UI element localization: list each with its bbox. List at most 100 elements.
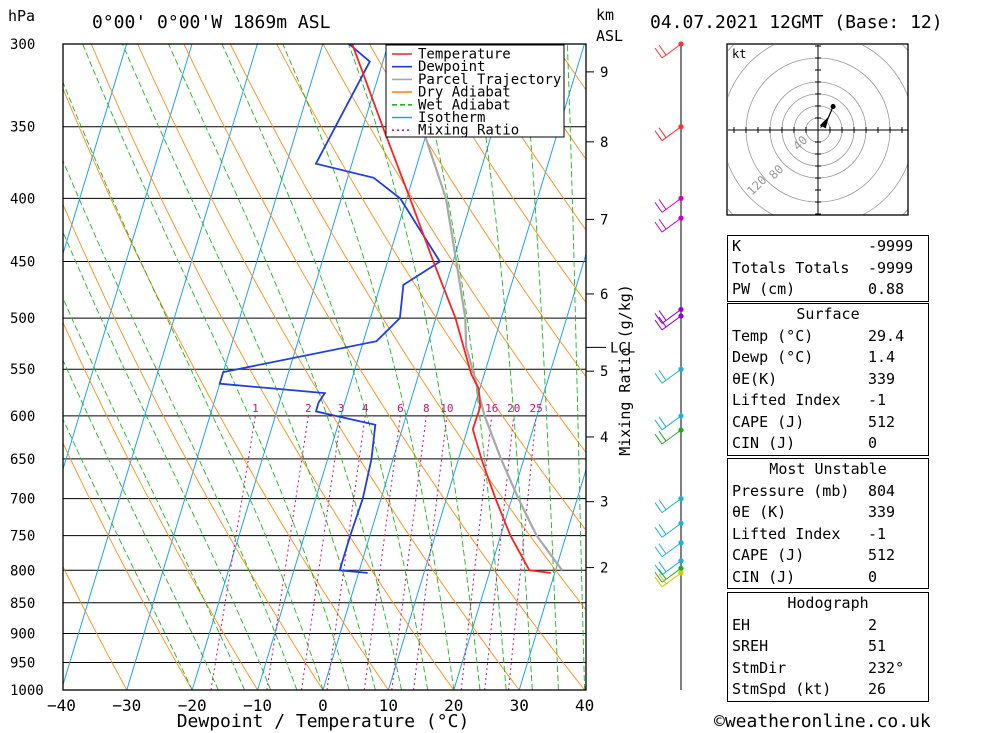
isotherm-line [126,44,324,690]
mixing-ratio-line [391,415,427,690]
isotherm-line [63,44,258,687]
dry-adiabat-line [137,44,520,690]
wind-barb-feather [658,499,667,510]
legend-label: Dewpoint [418,59,485,75]
wind-barb-feather [654,221,663,233]
pressure-tick-label: 500 [10,311,35,327]
wind-barb-feather [654,130,663,141]
legend-label: Mixing Ratio [418,123,519,139]
wet-adiabat-line [63,418,193,690]
km-tick-label: 7 [600,212,608,228]
surface-li-value: -1 [868,391,887,409]
wet-adiabat-line [63,359,219,690]
pressure-tick-label: 350 [10,120,35,136]
wind-barb-feather [654,564,663,576]
wet-adiabat-line [348,44,481,690]
wind-barb-feather [654,202,663,213]
dry-adiabat-line [63,442,193,690]
pressure-tick-label: 850 [10,596,35,612]
x-tick-label: 10 [379,696,398,715]
parcel-trajectory-line [387,44,563,571]
mixing-ratio-label: 10 [440,402,453,415]
pressure-tick-label: 1000 [10,683,44,699]
km-tick-label: 3 [600,495,608,511]
mu-cin-value: 0 [868,567,878,586]
lcl-label: LCL [610,340,635,356]
km-tick-label: 6 [600,287,608,303]
wind-barb-feather [654,576,663,588]
wind-barb-feather [654,433,663,445]
stmdir-row: StmDir 232° [728,658,928,680]
asl-unit-label: ASL [596,27,623,45]
pressure-tick-label: 650 [10,452,35,468]
surface-thetae-label: θE(K) [732,369,778,388]
wind-barb [654,197,682,213]
mu-li-row: Lifted Index -1 [728,524,928,546]
dry-adiabat-line [90,44,455,690]
wet-adiabat-line [566,44,586,690]
sreh-row: SREH 51 [728,636,928,658]
mu-thetae-value: 339 [868,503,896,521]
legend-label: Parcel Trajectory [418,72,561,88]
mixing-ratio-label: 3 [338,402,345,415]
mixing-ratio-label: 4 [362,402,369,415]
wind-barb-feather [658,568,667,580]
surface-dewp-label: Dewp (°C) [732,348,814,366]
wind-barb-feather [654,502,663,513]
mixing-ratio-line [484,415,515,690]
wind-barb-feather [658,430,667,442]
mu-pressure-value: 804 [868,481,896,500]
mu-thetae-label: θE (K) [732,503,787,521]
isotherm-line [453,252,586,690]
stmdir-label: StmDir [732,658,787,677]
mixing-ratio-label: 6 [397,402,404,415]
wind-barb-feather [658,416,667,428]
hodograph-frame [726,43,909,216]
pw-value: 0.88 [868,280,905,298]
wind-barb [654,217,682,233]
hodograph-stats-table: Hodograph EH 2 SREH 51 StmDir 232° StmSpd (… [727,592,929,702]
dry-adiabat-line [276,44,586,531]
wind-barb [654,43,682,59]
wind-barb [654,315,682,331]
x-tick-label: −40 [47,696,76,715]
pressure-tick-label: 300 [10,37,35,53]
totals-totals-value: -9999 [868,258,914,277]
wind-barb-shaft [661,429,682,445]
mixing-ratio-line [210,415,256,690]
mu-thetae-row: θE (K) 339 [728,502,928,524]
wind-barb-shaft [661,542,682,558]
stmspd-row: StmSpd (kt) 26 [728,679,928,701]
wind-barb-feather [658,44,667,56]
wind-barb-feather [658,561,667,573]
wet-adiabat-line [63,159,298,690]
pressure-tick-label: 700 [10,492,35,508]
eh-value: 2 [868,615,878,634]
wind-barb-shaft [661,560,682,576]
km-tick-label: 4 [600,430,608,446]
wind-barb-feather [658,524,667,535]
stmspd-label: StmSpd (kt) [732,680,832,698]
surface-dewp-value: 1.4 [868,348,896,366]
wind-barb-feather [654,419,663,431]
wind-barb-feather [658,127,667,138]
surface-temp-label: Temp (°C) [732,326,814,345]
dry-adiabat-line [63,203,324,690]
wet-adiabat-line [63,297,245,690]
wind-barb-shaft [661,498,682,514]
plot-frame [62,43,587,691]
wind-barb-shaft [661,217,682,233]
hodograph-unit: kt [732,47,746,61]
dry-adiabat-line [322,44,586,454]
wind-barb-shaft [661,43,682,59]
wind-barb [654,368,682,384]
surface-li-label: Lifted Index [732,391,841,409]
storm-motion-arrow [819,116,829,129]
dry-adiabat-line [229,44,586,611]
hodograph-ring-label: 120 [744,173,769,198]
wind-barb-feather [654,372,663,384]
mixing-ratio-axis-title: Mixing Ratio (g/kg) [616,284,634,456]
isotherm-line [257,44,455,690]
